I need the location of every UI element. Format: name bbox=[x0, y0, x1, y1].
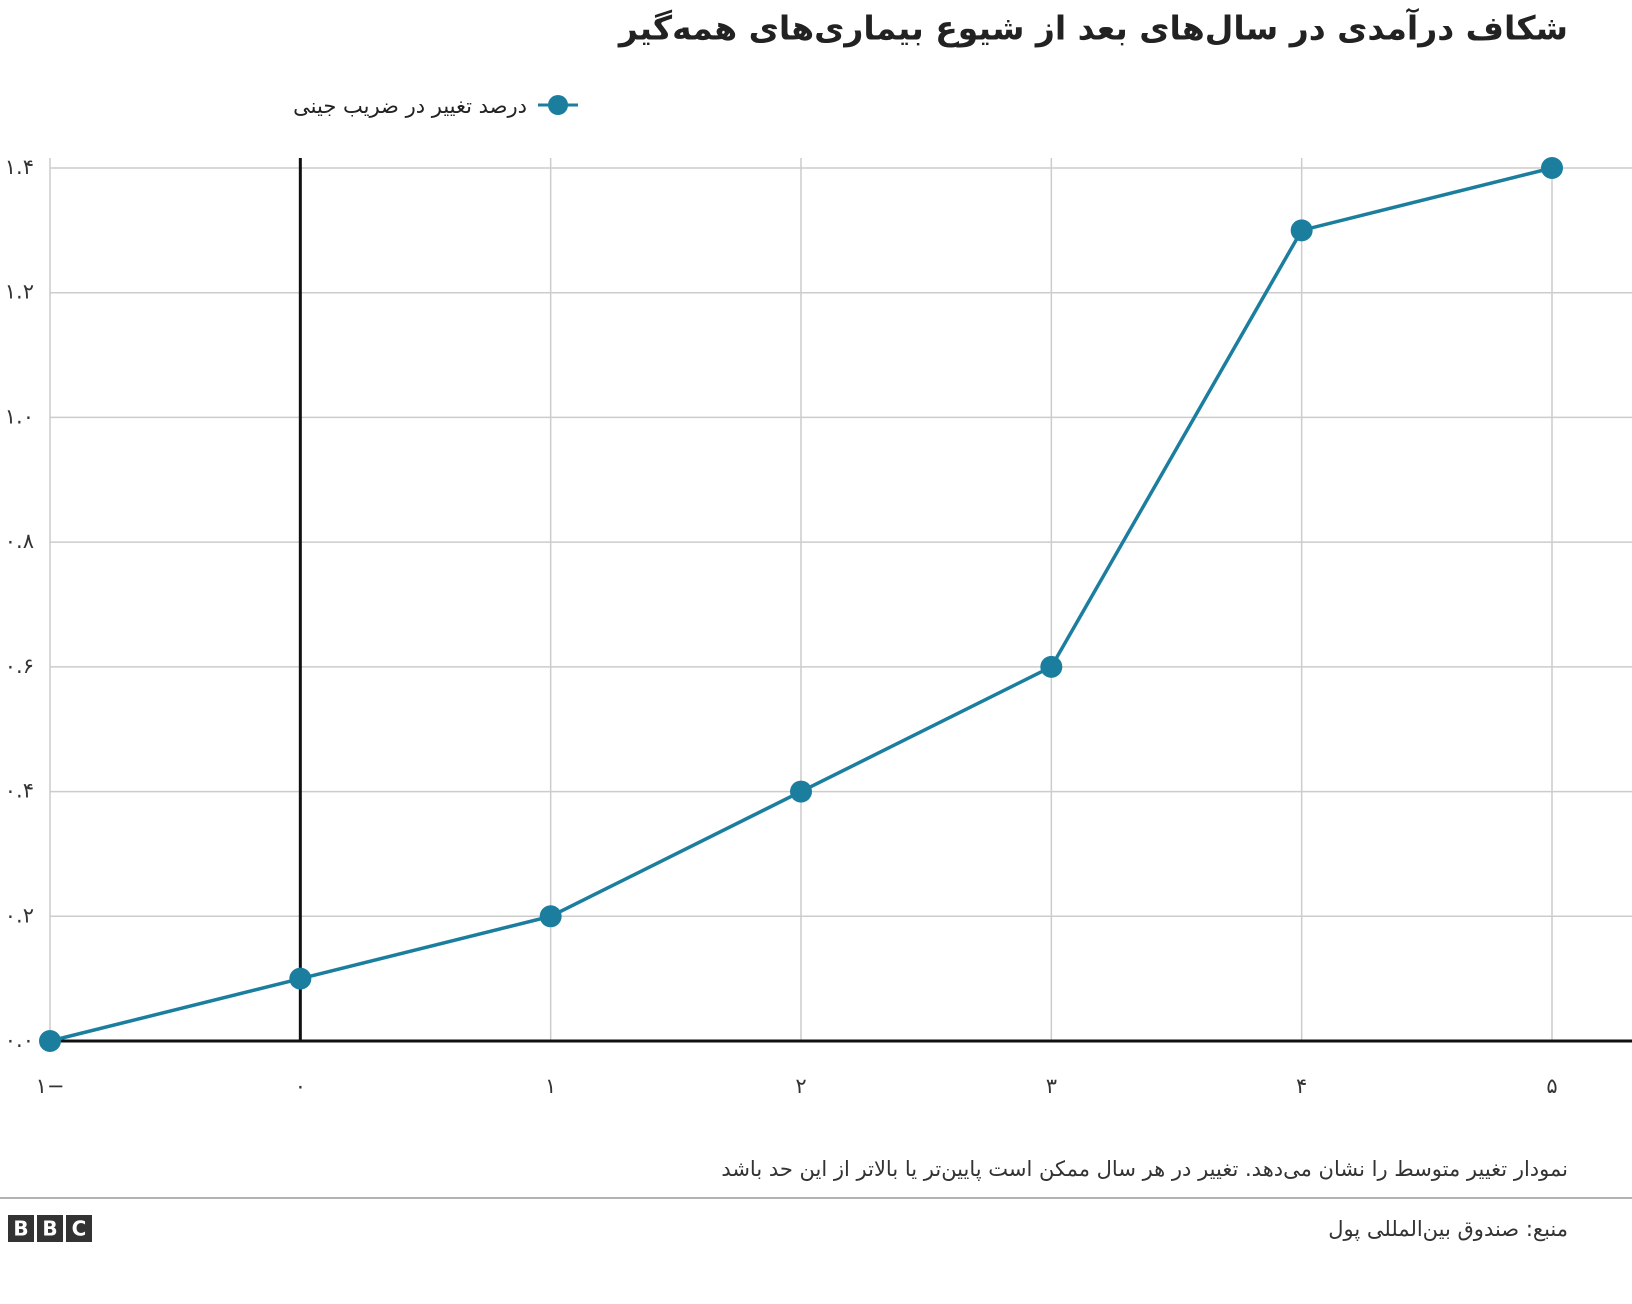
y-tick-label: ۱.۴ bbox=[5, 155, 34, 179]
x-tick-label: ۵ bbox=[1546, 1074, 1557, 1098]
x-tick-label: ۰ bbox=[295, 1074, 306, 1098]
x-tick-label: ۱ bbox=[545, 1074, 556, 1098]
legend-label: درصد تغییر در ضریب جینی bbox=[293, 94, 527, 118]
logo-letter: B bbox=[42, 1217, 57, 1241]
data-point bbox=[539, 905, 562, 928]
logo-letter: C bbox=[72, 1217, 87, 1241]
data-point bbox=[39, 1030, 61, 1052]
x-tick-label: ۴ bbox=[1296, 1074, 1307, 1098]
y-tick-label: ۱.۲ bbox=[5, 280, 34, 304]
y-tick-label: ۱.۰ bbox=[5, 404, 34, 428]
x-tick-label: ۳ bbox=[1046, 1074, 1057, 1098]
logo-box bbox=[37, 1215, 63, 1242]
data-point bbox=[1541, 157, 1563, 179]
logo-box bbox=[8, 1215, 34, 1242]
y-tick-label: ۰.۶ bbox=[5, 654, 34, 678]
source: منبع: صندوق بین‌المللی پول bbox=[1328, 1217, 1568, 1241]
y-tick-label: ۰.۰ bbox=[5, 1028, 34, 1052]
y-tick-label: ۰.۴ bbox=[5, 779, 34, 803]
data-point bbox=[1290, 219, 1313, 242]
chart-title: شکاف درآمدی در سال‌های بعد از شیوع بیمار… bbox=[617, 8, 1568, 49]
logo-letter: B bbox=[13, 1217, 28, 1241]
legend-marker bbox=[548, 95, 568, 115]
y-tick-label: ۰.۲ bbox=[5, 903, 34, 927]
y-tick-label: ۰.۸ bbox=[5, 529, 34, 553]
data-point bbox=[1040, 655, 1063, 678]
note: نمودار تغییر متوسط را نشان می‌دهد. تغییر… bbox=[721, 1157, 1568, 1181]
data-point bbox=[790, 780, 812, 803]
x-tick-label: ۲ bbox=[795, 1074, 806, 1098]
data-point bbox=[289, 967, 312, 990]
x-tick-label: ۱− bbox=[36, 1074, 65, 1098]
logo-box bbox=[66, 1215, 92, 1242]
